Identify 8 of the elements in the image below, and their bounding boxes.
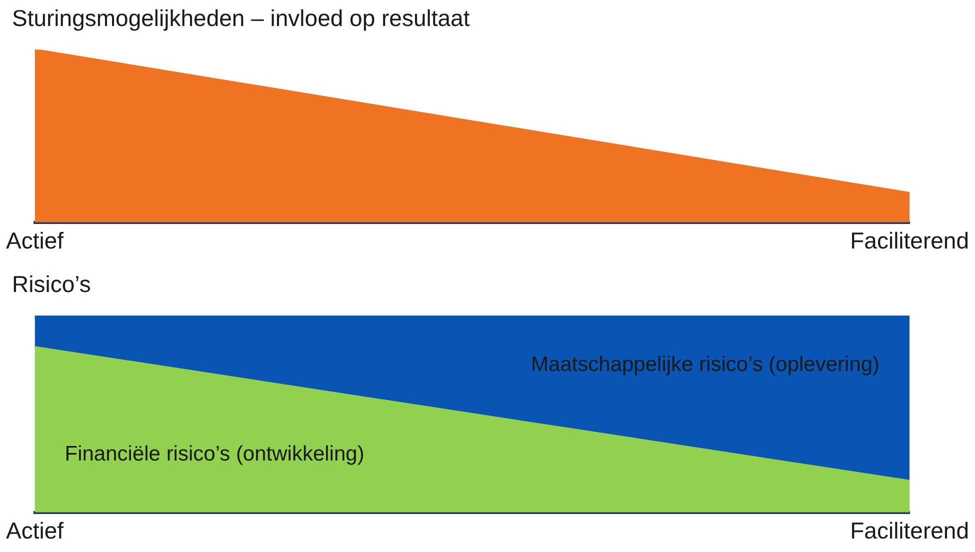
chart-title: Sturingsmogelijkheden – invloed op resultaat bbox=[12, 5, 470, 32]
x-tick-label: Actief bbox=[6, 228, 64, 254]
series-label: Financiële risico’s (ontwikkeling) bbox=[64, 442, 364, 466]
series-label: Maatschappelijke risico’s (oplevering) bbox=[530, 352, 880, 376]
x-tick-label: Faciliterend bbox=[850, 518, 969, 544]
x-tick-label: Actief bbox=[6, 518, 64, 544]
x-tick-label: Faciliterend bbox=[850, 228, 969, 254]
chart-title: Risico’s bbox=[12, 271, 91, 298]
